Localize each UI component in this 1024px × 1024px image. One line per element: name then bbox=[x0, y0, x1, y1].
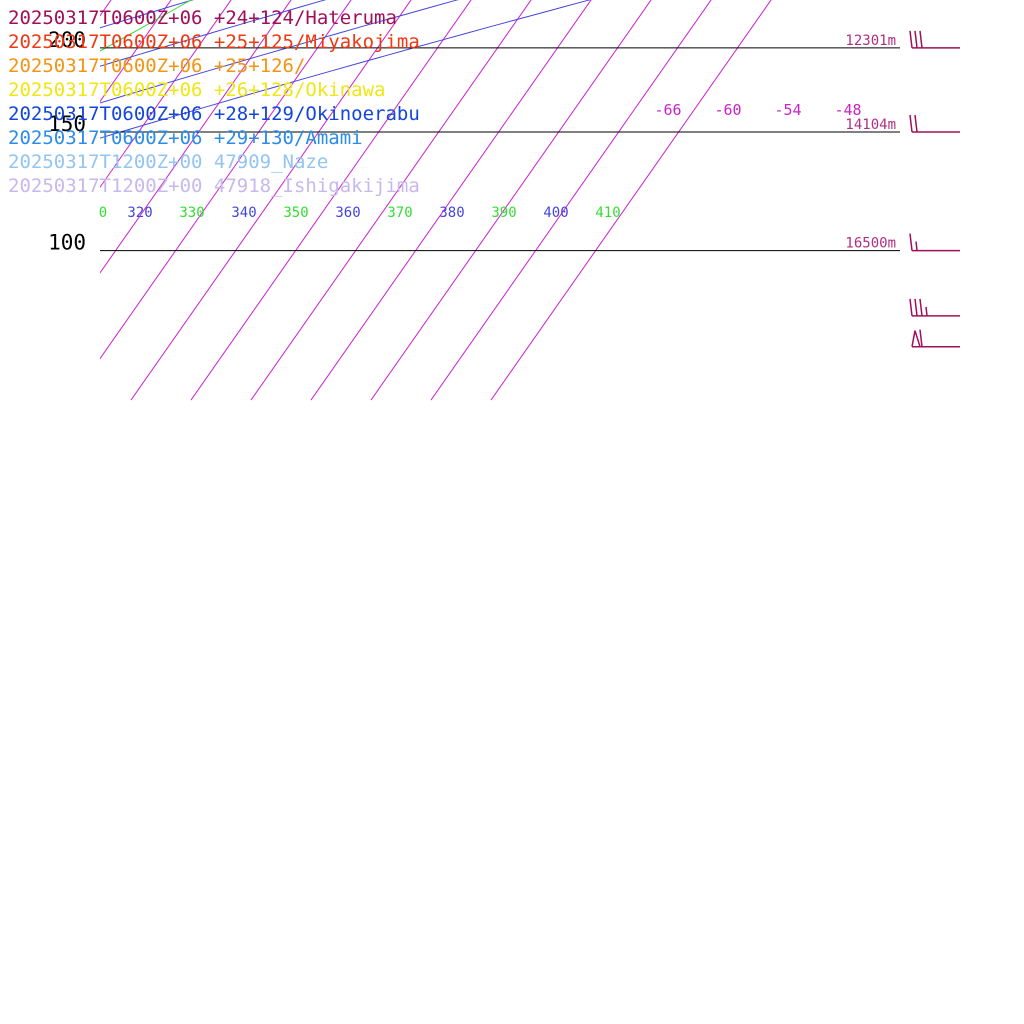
theta-label: 400 bbox=[543, 205, 568, 221]
theta-label: 330 bbox=[179, 205, 204, 221]
dry-adiabat-line bbox=[100, 0, 327, 67]
legend-entry: 20250317T0600Z+06 +26+128/Okinawa bbox=[8, 79, 386, 101]
theta-label: 410 bbox=[595, 205, 620, 221]
isotherm-line bbox=[490, 0, 772, 401]
theta-label: 390 bbox=[491, 205, 516, 221]
theta-label: 350 bbox=[283, 205, 308, 221]
legend-entry: 20250317T1200Z+00 47918_Ishigakijima bbox=[8, 175, 420, 197]
dry-adiabat-line bbox=[100, 0, 194, 29]
wind-barb bbox=[911, 329, 960, 348]
pressure-label: 100 bbox=[48, 231, 86, 255]
theta-label: 360 bbox=[335, 205, 360, 221]
legend-entry: 20250317T0600Z+06 +25+125/Miyakojima bbox=[8, 31, 420, 53]
legend-entry: 20250317T0600Z+06 +24+124/Hateruma bbox=[8, 7, 397, 29]
legend-entry: 20250317T0600Z+06 +29+130/Amami bbox=[8, 127, 363, 149]
upper-temperature-label: -60 bbox=[714, 101, 741, 119]
isotherm-line bbox=[250, 0, 532, 401]
wind-barb bbox=[909, 30, 960, 49]
isotherm-line bbox=[130, 0, 412, 401]
isotherm-line bbox=[310, 0, 592, 401]
isotherm-line bbox=[100, 0, 352, 360]
height-label: 12301m bbox=[845, 33, 896, 49]
theta-label: 0 bbox=[99, 205, 107, 221]
dry-adiabat-line bbox=[100, 0, 459, 104]
wind-barb bbox=[909, 114, 960, 133]
theta-label: 320 bbox=[127, 205, 152, 221]
theta-label: 340 bbox=[231, 205, 256, 221]
wind-barb bbox=[909, 298, 960, 317]
isotherm-line bbox=[100, 0, 292, 274]
wind-barb bbox=[909, 233, 960, 252]
isotherm-line bbox=[430, 0, 712, 401]
height-label: 14104m bbox=[845, 117, 896, 133]
isotherm-line bbox=[190, 0, 472, 401]
legend-entry: 20250317T0600Z+06 +28+129/Okinoerabu bbox=[8, 103, 420, 125]
theta-label: 380 bbox=[439, 205, 464, 221]
legend-entry: 20250317T0600Z+06 +25+126/ bbox=[8, 55, 305, 77]
dry-adiabat-line bbox=[100, 0, 592, 139]
upper-temperature-label: -66 bbox=[654, 101, 681, 119]
legend-entry: 20250317T1200Z+00 47909_Naze bbox=[8, 151, 328, 173]
pressure-label: 200 bbox=[48, 28, 86, 52]
upper-temperature-label: -54 bbox=[774, 101, 801, 119]
height-label: 16500m bbox=[845, 236, 896, 252]
isotherm-line bbox=[370, 0, 652, 401]
theta-label: 370 bbox=[387, 205, 412, 221]
pressure-label: 150 bbox=[48, 112, 86, 136]
upper-temperature-label: -48 bbox=[834, 101, 861, 119]
